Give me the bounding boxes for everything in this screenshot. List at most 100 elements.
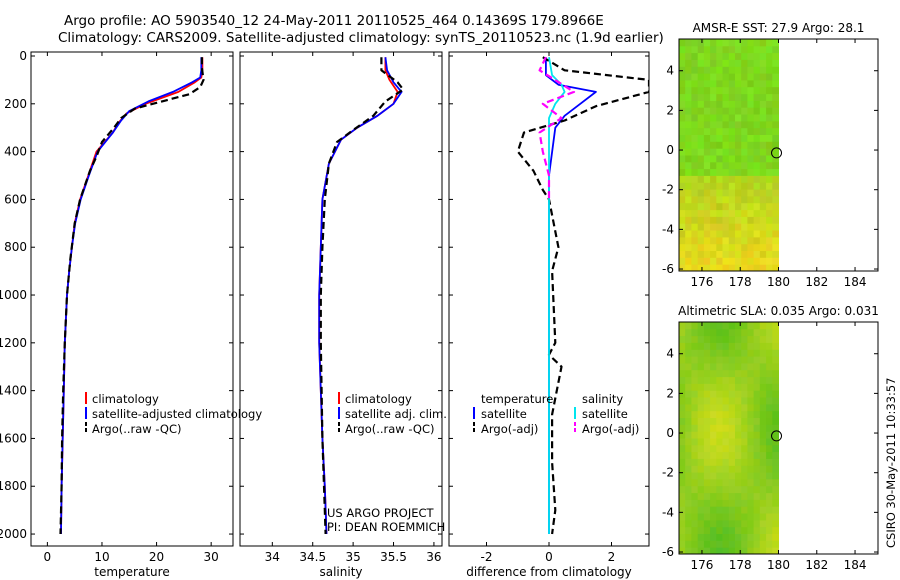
map-cell [716, 356, 723, 364]
map-cell [691, 250, 699, 258]
map-cell [685, 328, 692, 337]
map-cell [747, 410, 755, 418]
map-cell [722, 216, 730, 224]
map-cell [716, 52, 723, 60]
map-cell [759, 390, 767, 398]
map-cell [679, 513, 686, 521]
map-cell [679, 410, 686, 418]
map-cell [735, 257, 742, 265]
map-cell [747, 540, 755, 548]
map-cell [722, 519, 730, 528]
map-cell [728, 383, 736, 391]
map-cell [679, 250, 686, 258]
map-cell [759, 236, 767, 245]
map-cell [766, 73, 773, 81]
map-cell [759, 257, 767, 265]
map-cell [735, 79, 742, 88]
series-line-argo-raw-qc- [59, 57, 205, 535]
map-cell [735, 397, 742, 405]
map-cell [741, 236, 748, 245]
map-cell [685, 161, 692, 170]
map-cell [747, 148, 755, 156]
map-cell [735, 438, 742, 446]
map-cell [759, 438, 767, 446]
map-cell [741, 335, 748, 343]
map-cell [691, 264, 699, 272]
map-cell [735, 209, 742, 217]
map-cell [728, 397, 736, 405]
map-cell [747, 114, 755, 122]
map-cell [703, 376, 711, 384]
map-cell [679, 417, 686, 425]
map-cell [703, 168, 711, 176]
map-cell [697, 424, 705, 432]
map-cell [691, 417, 699, 425]
map-cell [679, 216, 686, 224]
y-tick-label: 1200 [0, 336, 27, 350]
map-cell [747, 120, 755, 129]
map-cell [741, 39, 748, 47]
map-cell [679, 45, 686, 54]
map-cell [703, 120, 711, 129]
map-cell [697, 236, 705, 245]
map-cell [728, 417, 736, 425]
map-cell [716, 182, 723, 190]
map-cell [753, 86, 761, 95]
map-cell [735, 45, 742, 54]
map-cell [766, 141, 773, 149]
map-cell [703, 161, 711, 170]
map-cell [766, 86, 773, 95]
map-cell [753, 155, 761, 163]
map-cell [753, 342, 761, 350]
map-cell [697, 209, 705, 217]
map-cell [691, 175, 699, 183]
map-cell [772, 322, 779, 330]
map-cell [722, 506, 730, 514]
map-cell [703, 107, 711, 115]
map-cell [753, 100, 761, 108]
map-cell [735, 499, 742, 507]
map-cell [753, 513, 761, 521]
map-cell [691, 478, 699, 487]
map-cell [741, 134, 748, 142]
map-cell [741, 107, 748, 115]
map-cell [710, 513, 717, 521]
map-cell [766, 155, 773, 163]
map-cell [735, 369, 742, 378]
map-cell [703, 492, 711, 500]
map-cell [691, 526, 699, 534]
map-cell [747, 342, 755, 350]
map-cell [679, 100, 686, 108]
map-cell [741, 369, 748, 378]
map-cell [759, 52, 767, 60]
map-cell [759, 328, 767, 337]
map-cell [716, 114, 723, 122]
map-cell [766, 230, 773, 238]
map-cell [728, 356, 736, 364]
map-cell [716, 100, 723, 108]
map-cell [772, 444, 779, 453]
map-cell [697, 417, 705, 425]
map-cell [741, 519, 748, 528]
map-cell [679, 141, 686, 149]
map-cell [735, 120, 742, 129]
map-cell [679, 506, 686, 514]
map-cell [741, 59, 748, 67]
map-cell [722, 127, 730, 135]
map-cell [691, 230, 699, 238]
map-cell [753, 458, 761, 466]
map-cell [722, 209, 730, 217]
map-cell [766, 134, 773, 142]
map-cell [691, 451, 699, 459]
map-cell [759, 141, 767, 149]
map-cell [691, 79, 699, 88]
map-cell [741, 209, 748, 217]
map-cell [772, 209, 779, 217]
map-cell [710, 356, 717, 364]
map-cell [722, 485, 730, 494]
map-cell [716, 383, 723, 391]
map-cell [679, 540, 686, 548]
map-cell [772, 155, 779, 163]
map-cell [710, 189, 717, 197]
map-cell [772, 376, 779, 384]
